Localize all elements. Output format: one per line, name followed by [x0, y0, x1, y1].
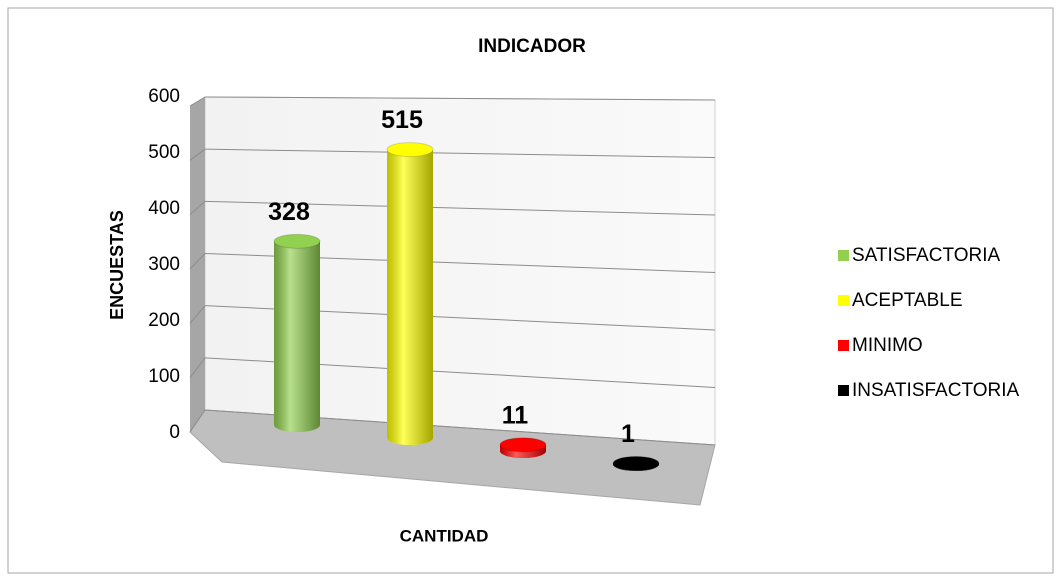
y-tick-label: 400 [148, 198, 180, 219]
legend-label: MINIMO [852, 335, 923, 356]
legend-swatch [838, 250, 849, 261]
side-wall [190, 97, 205, 432]
grid-line [204, 148, 716, 158]
y-axis-label: ENCUESTAS [107, 210, 127, 320]
x-axis-label: CANTIDAD [400, 526, 489, 545]
side-grid-line [189, 409, 206, 433]
value-label: 11 [502, 401, 529, 429]
cylinder-shade [387, 149, 433, 445]
legend-label: INSATISFACTORIA [852, 380, 1019, 401]
value-label: 1 [621, 420, 635, 448]
y-tick-label: 100 [148, 366, 180, 387]
cylinder-shade [274, 241, 320, 432]
y-tick-label: 600 [148, 86, 180, 107]
grid-line [204, 200, 716, 216]
value-label: 515 [381, 106, 423, 134]
legend-label: SATISFACTORIA [852, 245, 1000, 266]
cylinder-top [386, 142, 434, 158]
value-label: 328 [268, 198, 310, 226]
side-grid-line [189, 96, 206, 107]
cylinder-top [499, 437, 547, 453]
y-tick-label: 0 [169, 422, 180, 443]
cylinder-top [612, 455, 660, 471]
grid-line [204, 96, 716, 101]
legend-swatch [838, 295, 849, 306]
y-tick-label: 200 [148, 310, 180, 331]
side-grid-line [189, 148, 206, 161]
cylinder-top [273, 233, 321, 249]
side-grid-line [189, 305, 206, 324]
side-grid-line [189, 253, 206, 270]
legend-label: ACEPTABLE [852, 290, 963, 311]
y-tick-label: 500 [148, 142, 180, 163]
chart-title: INDICADOR [478, 36, 586, 57]
legend-swatch [838, 340, 849, 351]
side-grid-line [189, 200, 206, 216]
y-tick-label: 300 [148, 254, 180, 275]
side-grid-line [189, 357, 206, 378]
legend-swatch [838, 385, 849, 396]
